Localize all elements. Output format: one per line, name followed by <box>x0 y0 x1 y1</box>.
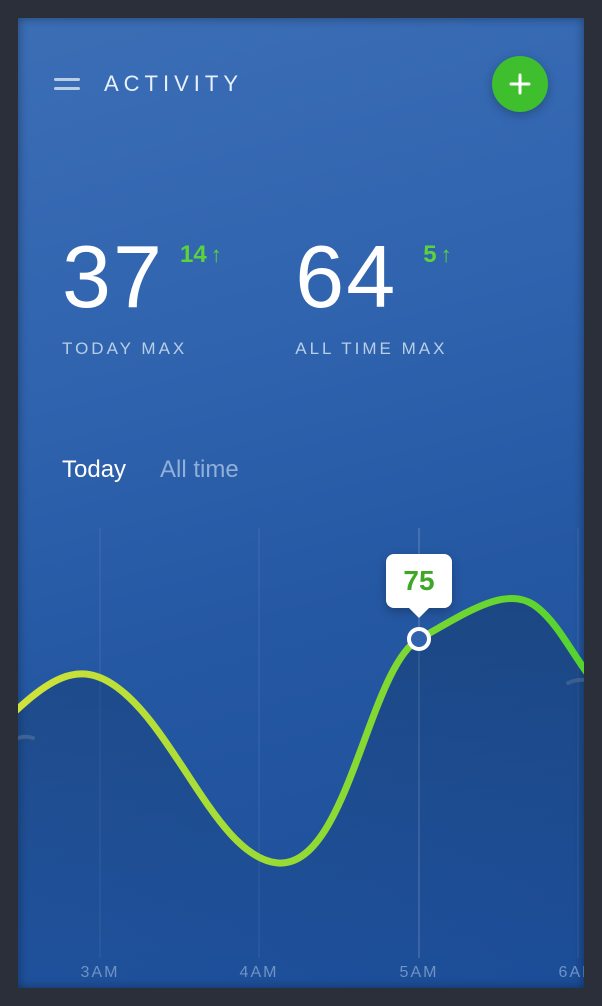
stats-row: 37 14 ↑ TODAY MAX 64 5 ↑ ALL TIME MAX <box>62 233 540 359</box>
range-tabs: Today All time <box>62 456 239 484</box>
arrow-up-icon: ↑ <box>211 244 222 266</box>
chart-tooltip: 75 <box>386 554 452 608</box>
tab-alltime[interactable]: All time <box>160 456 239 484</box>
stat-alltime: 64 5 ↑ ALL TIME MAX <box>295 233 447 359</box>
chart-tooltip-value: 75 <box>403 565 434 597</box>
chart-marker[interactable] <box>409 629 429 649</box>
stat-today: 37 14 ↑ TODAY MAX <box>62 233 187 359</box>
x-axis-label: 6AM <box>559 964 584 982</box>
activity-chart: 75 3AM 4AM 5AM 6AM <box>18 528 584 988</box>
stat-today-value: 37 <box>62 233 187 321</box>
stat-today-label: TODAY MAX <box>62 339 187 359</box>
menu-icon[interactable] <box>54 75 82 93</box>
stat-today-delta: 14 ↑ <box>180 241 222 269</box>
chart-svg <box>18 528 584 988</box>
plus-icon <box>508 72 532 96</box>
arrow-up-icon: ↑ <box>441 244 452 266</box>
x-axis-label: 5AM <box>400 964 439 982</box>
stat-today-delta-num: 14 <box>180 241 207 269</box>
app-screen: ACTIVITY 37 14 ↑ TODAY MAX 64 5 ↑ <box>18 18 584 988</box>
page-title: ACTIVITY <box>104 71 243 97</box>
device-frame: ACTIVITY 37 14 ↑ TODAY MAX 64 5 ↑ <box>0 0 602 1006</box>
x-axis-label: 3AM <box>81 964 120 982</box>
stat-alltime-delta: 5 ↑ <box>423 241 451 269</box>
x-axis-label: 4AM <box>240 964 279 982</box>
stat-alltime-delta-num: 5 <box>423 241 436 269</box>
header-bar: ACTIVITY <box>18 56 584 112</box>
stat-alltime-label: ALL TIME MAX <box>295 339 447 359</box>
chart-area <box>18 598 584 988</box>
tab-today[interactable]: Today <box>62 456 126 484</box>
add-button[interactable] <box>492 56 548 112</box>
